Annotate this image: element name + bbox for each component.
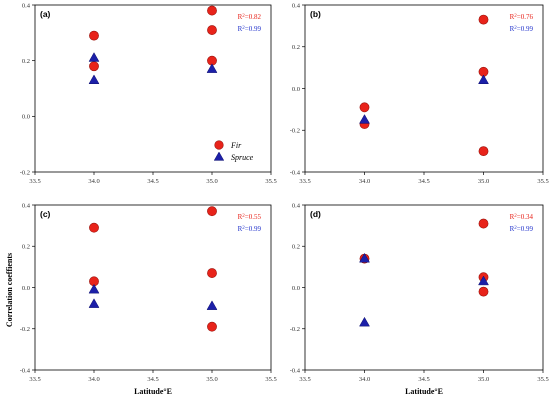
r2-spruce-label: R2=0.99 [510, 25, 534, 33]
legend-spruce-marker [213, 151, 225, 161]
x-tick-label: 35.5 [265, 178, 276, 185]
fir-point [207, 321, 217, 332]
spruce-point [88, 283, 100, 294]
panel-label: (d) [310, 209, 321, 219]
x-tick-label: 33.5 [29, 376, 40, 383]
y-tick-label: 0.0 [22, 285, 30, 292]
spruce-point [478, 74, 489, 84]
legend-fir-marker [214, 140, 224, 150]
x-tick-label: 35.5 [265, 376, 276, 383]
y-tick-label: -0.4 [290, 169, 301, 176]
fir-point [207, 25, 217, 35]
fir-point [89, 222, 99, 233]
fir-point [89, 61, 99, 72]
x-tick-label: 35.0 [478, 178, 489, 185]
x-axis-label-left: Latitude°E [134, 387, 172, 396]
x-tick-label: 35.0 [478, 376, 489, 383]
spruce-point [88, 298, 100, 308]
x-tick-label: 35.0 [206, 376, 217, 383]
fir-point [207, 5, 217, 16]
y-tick-label: 0.2 [22, 244, 30, 251]
panel-label: (b) [310, 9, 321, 19]
fir-point [478, 146, 489, 157]
r2-fir-label: R2=0.55 [238, 213, 262, 221]
r2-fir-label: R2=0.34 [510, 213, 534, 221]
r2-fir-label: R2=0.82 [238, 13, 262, 21]
y-tick-label: 0.0 [22, 114, 30, 121]
r2-fir-label: R2=0.76 [510, 13, 534, 21]
legend-spruce-label: Spruce [231, 153, 254, 162]
y-tick-label: 0.4 [22, 202, 31, 209]
y-tick-label: 0.2 [292, 244, 300, 251]
plot-frame [304, 4, 544, 173]
y-tick-label: -0.2 [20, 169, 30, 176]
spruce-point [206, 300, 218, 310]
x-tick-label: 34.5 [418, 376, 429, 383]
r2-spruce-label: R2=0.99 [238, 225, 262, 233]
x-tick-label: 34.0 [359, 376, 370, 383]
legend-fir-label: Fir [230, 141, 242, 150]
y-axis-label: Correlation coeffients [5, 253, 14, 327]
y-tick-label: -0.2 [20, 326, 30, 333]
x-tick-label: 33.5 [299, 376, 310, 383]
fir-point [359, 102, 370, 113]
y-tick-label: 0.2 [22, 58, 30, 65]
fir-point [207, 268, 217, 278]
spruce-point [359, 252, 370, 263]
x-tick-label: 35.0 [206, 178, 217, 185]
x-tick-label: 35.5 [537, 178, 548, 185]
y-tick-label: -0.2 [290, 128, 300, 135]
x-tick-label: 35.5 [537, 376, 548, 383]
fir-point [478, 218, 489, 229]
y-tick-label: 0.2 [292, 44, 300, 51]
plot-frame [34, 204, 272, 371]
y-tick-label: 0.4 [292, 2, 301, 9]
fir-point [478, 14, 489, 25]
spruce-point [206, 63, 218, 73]
fir-point [478, 286, 489, 297]
x-tick-label: 34.0 [88, 178, 99, 185]
x-tick-label: 33.5 [299, 178, 310, 185]
y-tick-label: 0.4 [22, 2, 31, 9]
spruce-point [359, 316, 370, 327]
x-tick-label: 34.5 [147, 178, 158, 185]
x-tick-label: 33.5 [29, 178, 40, 185]
panel-label: (a) [40, 9, 51, 19]
r2-spruce-label: R2=0.99 [510, 225, 534, 233]
spruce-point [88, 74, 100, 84]
spruce-point [478, 275, 489, 286]
x-tick-label: 34.5 [147, 376, 158, 383]
y-tick-label: 0.0 [292, 285, 300, 292]
y-tick-label: -0.4 [20, 367, 31, 374]
r2-spruce-label: R2=0.99 [238, 25, 262, 33]
x-axis-label-right: Latitude°E [405, 387, 443, 396]
fir-point [207, 206, 217, 217]
panel-label: (c) [40, 209, 51, 219]
y-tick-label: 0.4 [292, 202, 301, 209]
x-tick-label: 34.0 [88, 376, 99, 383]
spruce-point [359, 114, 370, 124]
spruce-point [88, 52, 100, 62]
y-tick-label: 0.0 [292, 86, 300, 93]
x-tick-label: 34.0 [359, 178, 370, 185]
x-tick-label: 34.5 [418, 178, 429, 185]
plot-frame [304, 204, 544, 371]
y-tick-label: -0.4 [290, 367, 301, 374]
fir-point [89, 30, 99, 41]
y-tick-label: -0.2 [290, 326, 300, 333]
